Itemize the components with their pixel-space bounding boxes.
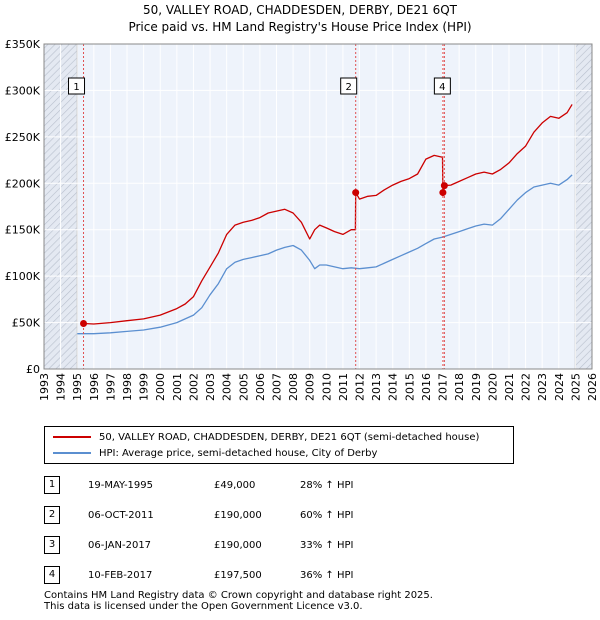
y-tick-label: £150K — [5, 224, 41, 237]
y-tick-label: £100K — [5, 270, 41, 283]
x-tick-label: 2011 — [337, 373, 350, 401]
x-tick-label: 2005 — [237, 373, 250, 401]
sale-date: 19-MAY-1995 — [88, 480, 154, 491]
sale-price: £197,500 — [214, 570, 262, 581]
x-tick-label: 2003 — [204, 373, 217, 401]
x-tick-label: 2025 — [569, 373, 582, 401]
x-tick-label: 2004 — [221, 373, 234, 401]
sale-price: £49,000 — [214, 480, 256, 491]
sale-point — [440, 182, 448, 190]
title-line-2: Price paid vs. HM Land Registry's House … — [128, 20, 472, 34]
legend: 50, VALLEY ROAD, CHADDESDEN, DERBY, DE21… — [44, 426, 514, 464]
sale-hpi-change: 60% ↑ HPI — [300, 510, 354, 521]
x-tick-label: 2010 — [320, 373, 333, 401]
x-tick-label: 2023 — [536, 373, 549, 401]
sale-hpi-change: 36% ↑ HPI — [300, 570, 354, 581]
x-tick-label: 2001 — [171, 373, 184, 401]
legend-label-hpi: HPI: Average price, semi-detached house,… — [99, 447, 378, 459]
sale-date: 06-OCT-2011 — [88, 510, 154, 521]
sale-label-box — [340, 77, 358, 95]
x-tick-label: 2013 — [370, 373, 383, 401]
sale-number-badge: 3 — [44, 536, 60, 554]
x-tick-label: 2002 — [187, 373, 200, 401]
sale-row: 1 19-MAY-1995 £49,000 28% ↑ HPI — [0, 476, 600, 496]
sale-number-badge: 4 — [44, 566, 60, 584]
x-tick-label: 2022 — [520, 373, 533, 401]
sale-number-badge: 1 — [44, 476, 60, 494]
price-paid-line — [83, 104, 573, 325]
sale-label-box — [433, 77, 451, 95]
legend-swatch-price — [53, 436, 91, 438]
sale-date: 10-FEB-2017 — [88, 570, 153, 581]
title-line-1: 50, VALLEY ROAD, CHADDESDEN, DERBY, DE21… — [142, 3, 458, 17]
sale-label-box — [68, 77, 86, 95]
x-tick-label: 1995 — [71, 373, 84, 401]
x-tick-label: 1998 — [121, 373, 134, 401]
x-tick-label: 2000 — [154, 373, 167, 401]
x-tick-label: 2015 — [403, 373, 416, 401]
x-tick-label: 2009 — [304, 373, 317, 401]
legend-label-price: 50, VALLEY ROAD, CHADDESDEN, DERBY, DE21… — [99, 431, 480, 443]
x-tick-label: 1993 — [38, 373, 51, 401]
x-tick-label: 1994 — [55, 373, 68, 401]
y-tick-label: £200K — [5, 177, 41, 190]
x-tick-label: 2008 — [287, 373, 300, 401]
legend-swatch-hpi — [53, 452, 91, 454]
sale-label-text: 1 — [73, 82, 79, 93]
sale-point — [80, 320, 88, 327]
x-tick-label: 2007 — [270, 373, 283, 401]
axes: £0 £50K £100K £150K £200K £250K £300K £350K 1993… — [5, 38, 599, 401]
sale-label-text: 4 — [439, 82, 445, 93]
sale-label-text: 2 — [346, 82, 352, 93]
x-tick-label: 2024 — [553, 373, 566, 401]
sale-point — [439, 189, 447, 197]
x-tick-label: 2020 — [486, 373, 499, 401]
legend-item-price: 50, VALLEY ROAD, CHADDESDEN, DERBY, DE21… — [53, 429, 479, 445]
x-tick-label: 2019 — [470, 373, 483, 401]
sale-row: 4 10-FEB-2017 £197,500 36% ↑ HPI — [0, 566, 600, 586]
y-tick-label: £250K — [5, 131, 41, 144]
x-tick-label: 1996 — [88, 373, 101, 401]
x-tick-label: 2017 — [437, 373, 450, 401]
sale-row: 2 06-OCT-2011 £190,000 60% ↑ HPI — [0, 506, 600, 526]
sale-hpi-change: 28% ↑ HPI — [300, 480, 354, 491]
legend-item-hpi: HPI: Average price, semi-detached house,… — [53, 445, 377, 461]
series-lines — [77, 104, 573, 335]
sale-row: 3 06-JAN-2017 £190,000 33% ↑ HPI — [0, 536, 600, 556]
price-chart: 1 2 4 £0 £50K £100K £150K £200K £250K £300K £350K… — [5, 38, 599, 401]
x-tick-label: 2026 — [586, 373, 599, 401]
x-tick-label: 2021 — [503, 373, 516, 401]
footer-attribution: Contains HM Land Registry data © Crown c… — [44, 590, 433, 612]
plot-frame — [43, 43, 593, 370]
x-tick-label: 2016 — [420, 373, 433, 401]
x-tick-label: 1997 — [104, 373, 117, 401]
sale-number-badge: 2 — [44, 506, 60, 524]
sale-point — [352, 189, 360, 197]
sale-price: £190,000 — [214, 540, 262, 551]
y-tick-label: £0 — [26, 363, 40, 376]
x-tick-label: 2018 — [453, 373, 466, 401]
x-tick-label: 1999 — [138, 373, 151, 401]
x-tick-label: 2012 — [354, 373, 367, 401]
x-tick-label: 2006 — [254, 373, 267, 401]
hpi-line — [77, 174, 573, 335]
footer-line-2: This data is licensed under the Open Gov… — [44, 601, 363, 612]
y-tick-label: £350K — [5, 38, 41, 51]
chart-title: 50, VALLEY ROAD, CHADDESDEN, DERBY, DE21… — [0, 2, 600, 36]
y-tick-label: £50K — [12, 317, 41, 330]
y-tick-label: £300K — [5, 84, 41, 97]
sale-hpi-change: 33% ↑ HPI — [300, 540, 354, 551]
sale-price: £190,000 — [214, 510, 262, 521]
x-tick-label: 2014 — [387, 373, 400, 401]
hatched-region-right — [575, 44, 592, 369]
sale-markers: 1 2 4 — [68, 44, 451, 369]
sale-date: 06-JAN-2017 — [88, 540, 152, 551]
footer-line-1: Contains HM Land Registry data © Crown c… — [44, 590, 433, 601]
